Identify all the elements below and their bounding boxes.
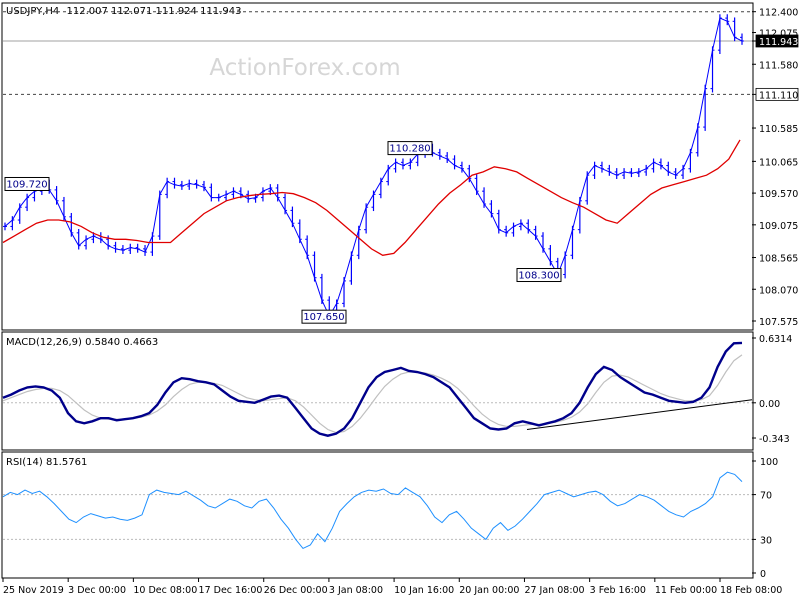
price-label-text: 107.650	[303, 312, 344, 323]
moving-average-line	[2, 139, 741, 256]
x-tick-label: 27 Jan 08:00	[524, 585, 584, 596]
price-label-text: 109.720	[6, 179, 47, 190]
x-tick-label: 10 Jan 16:00	[394, 585, 454, 596]
x-tick-label: 3 Feb 16:00	[590, 585, 646, 596]
price-y-label: 110.065	[759, 157, 798, 168]
price-y-label: 112.075	[759, 29, 798, 40]
price-label-text: 108.300	[518, 271, 559, 282]
rsi-layer	[2, 471, 752, 550]
macd-y-label: 0.6314	[759, 334, 792, 345]
x-tick-label: 3 Jan 08:00	[329, 585, 383, 596]
price-label-box	[387, 141, 433, 156]
macd-line	[2, 341, 743, 437]
price-y-label: 112.400	[759, 8, 798, 19]
macd-y-label: 0.00	[759, 399, 780, 410]
x-tick-label: 18 Feb 08:00	[720, 585, 782, 596]
macd-title: MACD(12,26,9) 0.5840 0.4663	[6, 337, 158, 348]
rsi-y-label: 100	[760, 457, 778, 468]
price-label-box	[516, 268, 562, 283]
watermark: ActionForex.com	[209, 55, 400, 81]
x-tick-label: 3 Dec 00:00	[68, 585, 126, 596]
x-tick-label: 26 Dec 00:00	[264, 585, 328, 596]
macd-panel-frame	[1, 331, 754, 451]
price-y-label: 108.070	[759, 285, 798, 296]
price-label-box	[4, 176, 50, 191]
price-series-line	[4, 17, 743, 318]
symbol-text: USDJPY,H4	[6, 6, 59, 17]
price-label-text: 110.280	[389, 144, 430, 155]
price-y-label: 108.565	[759, 254, 798, 265]
price-layer: 109.720 110.280 107.650 108.300	[2, 11, 752, 324]
macd-layer	[2, 341, 753, 437]
x-tick-label: 11 Feb 00:00	[655, 585, 717, 596]
price-y-label: 110.585	[759, 124, 798, 135]
x-tick-label: 20 Jan 00:00	[459, 585, 519, 596]
price-y-label: 111.943	[759, 37, 798, 48]
x-tick-label: 17 Dec 16:00	[199, 585, 263, 596]
price-y-label: 109.075	[759, 221, 798, 232]
rsi-panel-frame	[1, 451, 754, 579]
x-tick-label: 25 Nov 2019	[3, 585, 64, 596]
price-y-label: 111.110	[759, 90, 798, 101]
rsi-line	[2, 471, 743, 550]
price-y-label: 111.580	[759, 60, 798, 71]
macd-trend-line	[526, 399, 753, 430]
price-y-label: 107.575	[759, 317, 798, 328]
price-y-label-box	[755, 87, 799, 101]
x-tick-label: 10 Dec 08:00	[133, 585, 197, 596]
price-y-label: 109.570	[759, 189, 798, 200]
rsi-y-label: 0	[760, 569, 766, 580]
rsi-y-label: 30	[760, 535, 772, 546]
price-y-label-box	[755, 34, 799, 48]
price-label-box	[301, 309, 347, 324]
macd-y-label: -0.343	[759, 434, 790, 445]
price-panel-frame	[1, 2, 754, 331]
rsi-title: RSI(14) 81.5761	[6, 457, 87, 468]
rsi-y-label: 70	[760, 491, 772, 502]
